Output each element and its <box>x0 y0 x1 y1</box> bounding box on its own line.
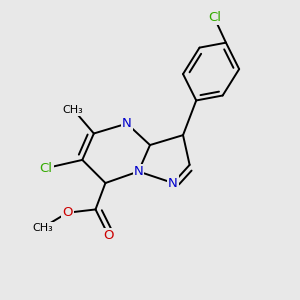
Text: CH₃: CH₃ <box>32 223 53 232</box>
Text: CH₃: CH₃ <box>62 105 83 116</box>
Text: O: O <box>103 230 114 242</box>
Text: Cl: Cl <box>208 11 221 24</box>
Text: N: N <box>122 117 132 130</box>
Text: O: O <box>62 206 73 219</box>
Text: N: N <box>168 176 178 190</box>
Text: N: N <box>134 165 143 178</box>
Text: Cl: Cl <box>40 162 52 175</box>
